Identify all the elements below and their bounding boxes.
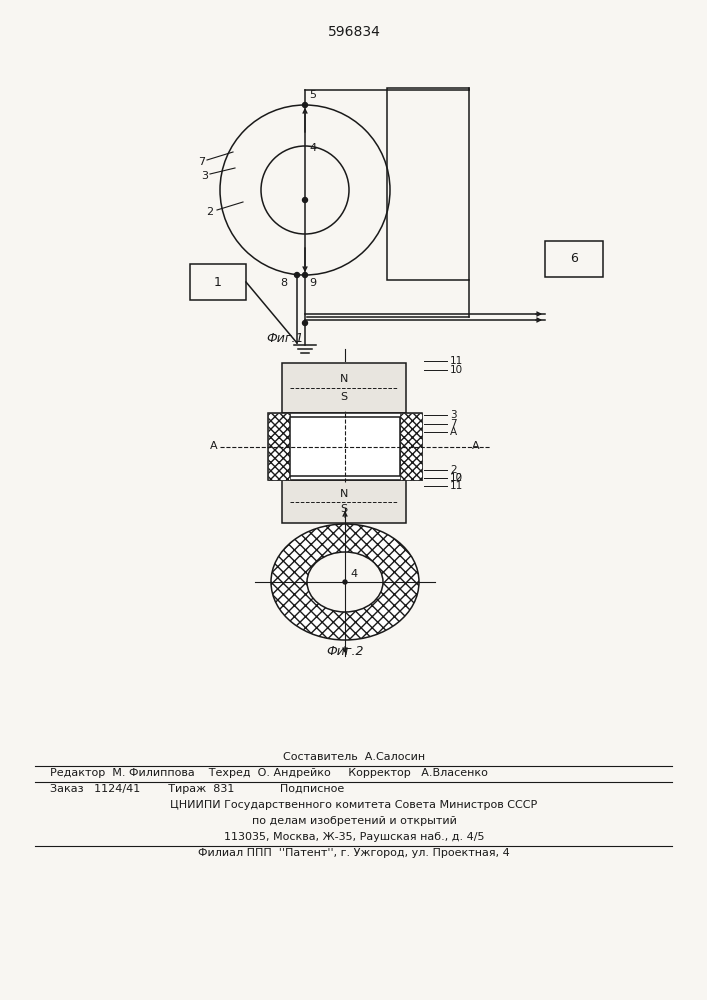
- Ellipse shape: [271, 524, 419, 640]
- Text: Составитель  А.Салосин: Составитель А.Салосин: [283, 752, 425, 762]
- Text: А: А: [472, 441, 479, 451]
- Text: 4: 4: [350, 569, 357, 579]
- Text: по делам изобретений и открытий: по делам изобретений и открытий: [252, 816, 457, 826]
- Circle shape: [303, 103, 308, 107]
- Circle shape: [303, 320, 308, 326]
- Bar: [545, 241, 603, 277]
- Text: 12: 12: [450, 473, 463, 483]
- Bar: [400, 413, 422, 480]
- Circle shape: [303, 198, 308, 202]
- Text: 1: 1: [214, 275, 222, 288]
- Text: Филиал ППП  ''Патент'', г. Ужгород, ул. Проектная, 4: Филиал ППП ''Патент'', г. Ужгород, ул. П…: [198, 848, 510, 858]
- Ellipse shape: [307, 552, 383, 612]
- Text: Заказ   1124/41        Тираж  831             Подписное: Заказ 1124/41 Тираж 831 Подписное: [50, 784, 344, 794]
- Text: Фиг.2: Фиг.2: [326, 645, 363, 658]
- Bar: [387, 88, 469, 280]
- Text: 6: 6: [570, 252, 578, 265]
- Text: 11: 11: [450, 356, 463, 366]
- Text: 5: 5: [309, 90, 316, 100]
- Text: S: S: [341, 504, 348, 514]
- Bar: [268, 413, 422, 480]
- Text: 2: 2: [450, 465, 457, 475]
- Text: 7: 7: [450, 419, 457, 429]
- Text: 7: 7: [198, 157, 205, 167]
- Text: N: N: [340, 374, 348, 384]
- Text: 10: 10: [450, 473, 463, 483]
- Text: А—А: А—А: [341, 428, 368, 438]
- Text: 8: 8: [280, 278, 287, 288]
- Text: N: N: [340, 489, 348, 499]
- Bar: [290, 417, 400, 476]
- Text: A: A: [450, 427, 457, 437]
- Circle shape: [295, 272, 300, 277]
- Text: 113035, Москва, Ж-35, Раушская наб., д. 4/5: 113035, Москва, Ж-35, Раушская наб., д. …: [223, 832, 484, 842]
- Text: 4: 4: [309, 143, 316, 153]
- Text: 8: 8: [324, 430, 331, 440]
- Text: 596834: 596834: [327, 25, 380, 39]
- Bar: [282, 480, 406, 523]
- Text: 3: 3: [450, 410, 457, 420]
- Text: А: А: [211, 441, 218, 451]
- Text: 10: 10: [450, 365, 463, 375]
- Bar: [190, 264, 246, 300]
- Text: 2: 2: [206, 207, 213, 217]
- Text: 9: 9: [309, 278, 316, 288]
- Circle shape: [303, 272, 308, 277]
- Text: Фиг.1: Фиг.1: [267, 332, 304, 345]
- Circle shape: [343, 580, 347, 584]
- Text: S: S: [341, 392, 348, 402]
- Text: 3: 3: [201, 171, 208, 181]
- Text: 11: 11: [450, 481, 463, 491]
- Text: ЦНИИПИ Государственного комитета Совета Министров СССР: ЦНИИПИ Государственного комитета Совета …: [170, 800, 537, 810]
- Text: Редактор  М. Филиппова    Техред  О. Андрейко     Корректор   А.Власенко: Редактор М. Филиппова Техред О. Андрейко…: [50, 768, 488, 778]
- Bar: [282, 363, 406, 413]
- Bar: [268, 413, 290, 480]
